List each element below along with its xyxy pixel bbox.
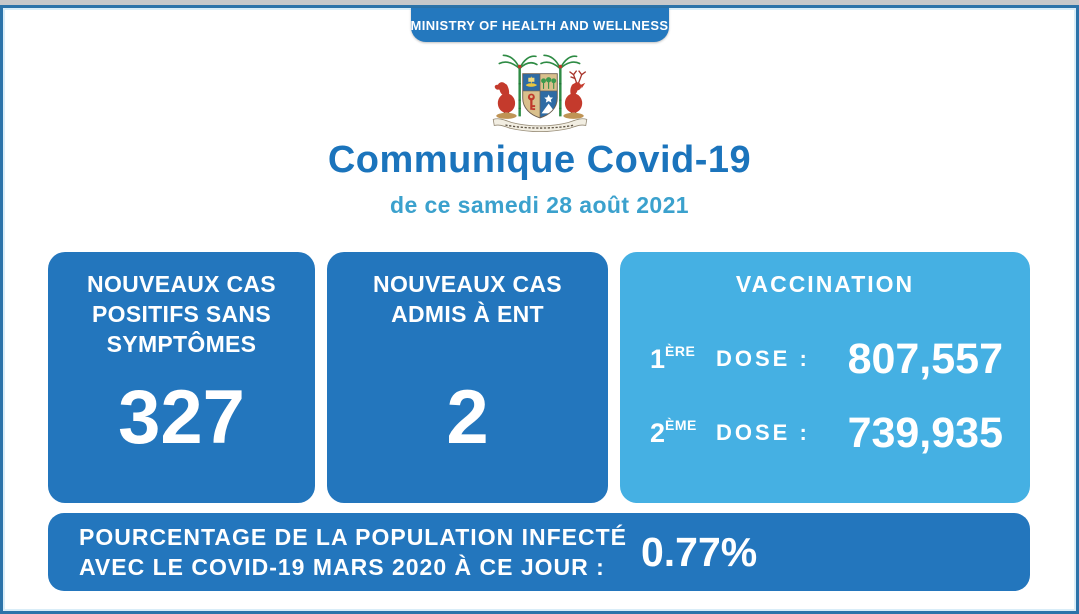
- first-dose-ordinal: 1ÈRE: [650, 342, 716, 375]
- second-dose-ordinal: 2ÈME: [650, 416, 716, 449]
- first-dose-ordinal-suffix: ÈRE: [665, 342, 696, 359]
- first-dose-label: DOSE :: [716, 346, 810, 371]
- mauritius-coat-of-arms-icon: [479, 52, 601, 136]
- card-ent-admissions-label: NOUVEAUX CAS ADMIS À ENT: [373, 271, 562, 327]
- vaccination-title: VACCINATION: [735, 271, 915, 297]
- ministry-banner: MINISTRY OF HEALTH AND WELLNESS: [410, 8, 669, 42]
- card-ent-admissions-value: 2: [446, 375, 489, 460]
- infection-percentage-value: 0.77%: [640, 528, 758, 575]
- infection-percentage-bar: POURCENTAGE DE LA POPULATION INFECTÉ AVE…: [48, 513, 1030, 591]
- second-dose-ordinal-suffix: ÈME: [665, 416, 697, 433]
- second-dose-value: 739,935: [847, 408, 1003, 457]
- card-new-positive-cases-value: 327: [118, 375, 245, 460]
- ministry-banner-label: MINISTRY OF HEALTH AND WELLNESS: [410, 17, 669, 33]
- second-dose-ordinal-number: 2: [650, 417, 666, 448]
- stats-cards-row: NOUVEAUX CAS POSITIFS SANS SYMPTÔMES 327…: [48, 252, 1030, 503]
- vaccination-second-dose-row: 2ÈME DOSE : 739,935: [650, 407, 1003, 459]
- vaccination-first-dose-row: 1ÈRE DOSE : 807,557: [650, 333, 1003, 385]
- second-dose-label: DOSE :: [716, 420, 810, 445]
- card-new-positive-cases-label: NOUVEAUX CAS POSITIFS SANS SYMPTÔMES: [87, 271, 276, 357]
- infection-percentage-label: POURCENTAGE DE LA POPULATION INFECTÉ AVE…: [79, 524, 627, 580]
- date-line: de ce samedi 28 août 2021: [390, 192, 689, 218]
- card-vaccination: VACCINATION 1ÈRE DOSE : 807,557 2ÈME DOS…: [620, 252, 1030, 503]
- top-gray-strip: [0, 0, 1079, 5]
- page-title: Communique Covid-19: [327, 139, 752, 181]
- card-ent-admissions: NOUVEAUX CAS ADMIS À ENT 2: [327, 252, 608, 503]
- card-new-positive-cases: NOUVEAUX CAS POSITIFS SANS SYMPTÔMES 327: [48, 252, 315, 503]
- first-dose-ordinal-number: 1: [650, 343, 666, 374]
- first-dose-value: 807,557: [847, 334, 1003, 383]
